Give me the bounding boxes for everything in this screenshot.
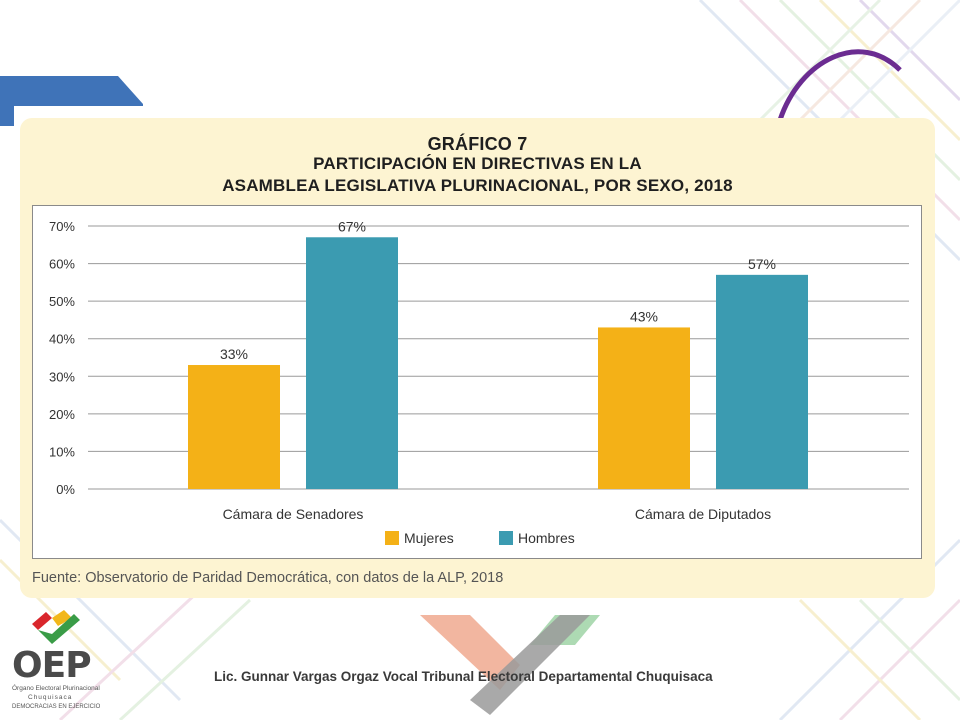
oep-wordmark: OEP <box>12 645 92 686</box>
footer-credit: Lic. Gunnar Vargas Orgaz Vocal Tribunal … <box>214 669 713 684</box>
source-note: Fuente: Observatorio de Paridad Democrát… <box>32 570 504 586</box>
y-tick-label-50: 50% <box>49 294 75 309</box>
bar-chart: 0% 10% 20% 30% 40% 50% 60% 70% 33% 67% Cámara de S… <box>49 218 909 546</box>
plot-area: 0% 10% 20% 30% 40% 50% 60% 70% 33% 67% Cámara de S… <box>32 205 922 559</box>
oep-logo-icon <box>32 610 80 644</box>
y-tick-label-10: 10% <box>49 444 75 459</box>
bar-hombres-0 <box>306 237 398 489</box>
bar-mujeres-1 <box>598 327 690 489</box>
chart-title-line-2: PARTICIPACIÓN EN DIRECTIVAS EN LA <box>313 154 642 173</box>
x-category-label-1: Cámara de Diputados <box>635 506 771 522</box>
legend-swatch-hombres <box>499 531 513 545</box>
oep-subtitle-3: DEMOCRACIAS EN EJERCICIO <box>12 704 101 710</box>
data-label-hombres-1: 57% <box>748 256 776 272</box>
legend-label-hombres: Hombres <box>518 530 575 546</box>
data-label-mujeres-0: 33% <box>220 346 248 362</box>
y-tick-label-20: 20% <box>49 407 75 422</box>
y-tick-label-70: 70% <box>49 219 75 234</box>
oep-subtitle-1: Órgano Electoral Plurinacional <box>12 685 100 692</box>
chart-panel: GRÁFICO 7 PARTICIPACIÓN EN DIRECTIVAS EN… <box>20 118 935 598</box>
y-tick-label-60: 60% <box>49 257 75 272</box>
legend-label-mujeres: Mujeres <box>404 530 454 546</box>
oep-subtitle-2: Chuquisaca <box>28 694 73 701</box>
y-tick-label-0: 0% <box>56 482 75 497</box>
chart-title-line-1: GRÁFICO 7 <box>427 134 528 154</box>
legend-swatch-mujeres <box>385 531 399 545</box>
y-tick-label-30: 30% <box>49 369 75 384</box>
y-tick-label-40: 40% <box>49 332 75 347</box>
x-category-label-0: Cámara de Senadores <box>223 506 364 522</box>
data-label-mujeres-1: 43% <box>630 308 658 324</box>
bar-mujeres-0 <box>188 365 280 489</box>
data-label-hombres-0: 67% <box>338 218 366 234</box>
chart-title-line-3: ASAMBLEA LEGISLATIVA PLURINACIONAL, POR … <box>222 176 733 195</box>
bar-hombres-1 <box>716 274 808 489</box>
